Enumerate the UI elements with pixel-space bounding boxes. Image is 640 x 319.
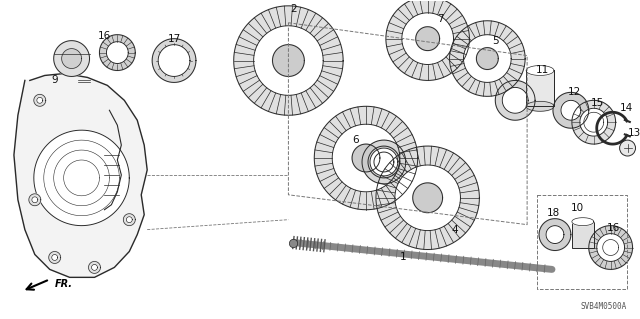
Circle shape: [34, 94, 45, 106]
Circle shape: [234, 6, 343, 115]
Text: 15: 15: [591, 98, 604, 108]
Circle shape: [495, 80, 535, 120]
Circle shape: [352, 144, 380, 172]
Text: 2: 2: [290, 4, 297, 14]
Text: 9: 9: [51, 75, 58, 85]
Text: SVB4M0500A: SVB4M0500A: [580, 302, 627, 311]
Circle shape: [370, 148, 398, 176]
Circle shape: [546, 226, 564, 243]
Circle shape: [368, 146, 400, 178]
Circle shape: [553, 93, 589, 128]
Circle shape: [332, 124, 400, 192]
Text: 7: 7: [437, 14, 444, 24]
Circle shape: [32, 197, 38, 203]
Text: 5: 5: [492, 36, 499, 46]
Text: 4: 4: [451, 225, 458, 234]
Circle shape: [416, 27, 440, 51]
Text: FR.: FR.: [54, 279, 73, 289]
Circle shape: [92, 264, 97, 271]
Circle shape: [29, 194, 41, 206]
Text: 14: 14: [620, 103, 633, 113]
Circle shape: [273, 45, 305, 77]
Circle shape: [253, 26, 323, 95]
Circle shape: [463, 35, 511, 82]
Circle shape: [88, 262, 100, 273]
Circle shape: [620, 140, 636, 156]
Text: 13: 13: [628, 128, 640, 138]
Circle shape: [152, 39, 196, 82]
Circle shape: [54, 41, 90, 77]
Bar: [572, 222, 594, 248]
Ellipse shape: [526, 101, 554, 111]
Circle shape: [386, 0, 469, 80]
Circle shape: [376, 146, 479, 249]
Circle shape: [126, 217, 132, 223]
Circle shape: [580, 108, 607, 136]
Circle shape: [362, 140, 406, 184]
Circle shape: [449, 21, 525, 96]
Circle shape: [106, 42, 128, 63]
Circle shape: [413, 183, 443, 213]
Ellipse shape: [526, 65, 554, 76]
Circle shape: [539, 219, 571, 250]
Text: 18: 18: [547, 208, 559, 218]
Circle shape: [374, 152, 394, 172]
Circle shape: [49, 251, 61, 263]
Text: 6: 6: [353, 135, 360, 145]
Text: 11: 11: [536, 65, 548, 76]
Circle shape: [158, 45, 190, 77]
Text: 17: 17: [168, 34, 180, 44]
Circle shape: [52, 255, 58, 260]
Circle shape: [402, 13, 454, 64]
Text: 16: 16: [98, 31, 111, 41]
Bar: [526, 70, 554, 106]
Circle shape: [124, 214, 135, 226]
Ellipse shape: [572, 218, 594, 226]
Text: 1: 1: [399, 252, 406, 263]
Circle shape: [395, 165, 460, 231]
Circle shape: [34, 130, 129, 226]
Circle shape: [314, 106, 418, 210]
Circle shape: [61, 48, 81, 69]
Circle shape: [572, 100, 616, 144]
Circle shape: [502, 87, 528, 113]
Circle shape: [589, 226, 632, 270]
Text: 12: 12: [568, 87, 582, 97]
Circle shape: [36, 97, 43, 103]
Circle shape: [99, 35, 135, 70]
Circle shape: [596, 234, 625, 262]
Polygon shape: [14, 73, 147, 277]
Text: 16: 16: [607, 223, 620, 233]
Text: 10: 10: [572, 203, 584, 213]
Circle shape: [476, 48, 499, 70]
Circle shape: [561, 100, 581, 120]
